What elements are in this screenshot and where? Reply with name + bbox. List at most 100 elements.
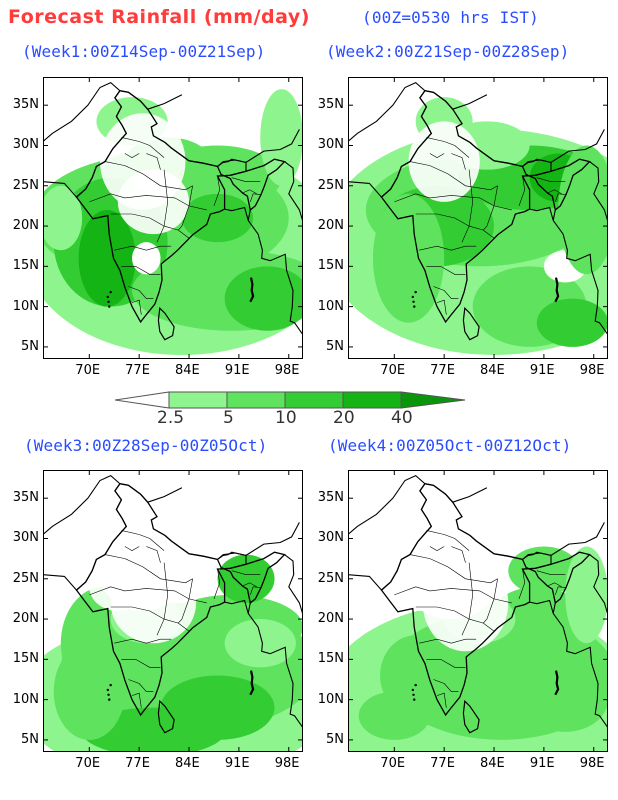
lon-label: 98E xyxy=(274,363,300,378)
state-boundary xyxy=(547,189,562,195)
lat-label: 5N xyxy=(326,338,344,354)
lakshadweep-island xyxy=(107,300,110,303)
page-title: Forecast Rainfall (mm/day) xyxy=(8,6,310,28)
lat-label: 20N xyxy=(12,611,39,627)
lat-label: 30N xyxy=(12,530,39,546)
state-boundary xyxy=(419,638,477,644)
state-boundary xyxy=(114,245,172,251)
state-boundary xyxy=(250,193,262,202)
state-boundary xyxy=(451,546,466,563)
rainfall-contour xyxy=(522,667,608,732)
state-boundary xyxy=(124,153,140,158)
state-boundary xyxy=(415,606,495,632)
rainfall-contour xyxy=(132,242,161,275)
state-boundary xyxy=(426,266,466,275)
state-boundary xyxy=(121,266,161,275)
state-boundary xyxy=(104,161,193,191)
rainfall-contour xyxy=(508,546,580,595)
lon-label: 91E xyxy=(224,756,250,771)
state-boundary xyxy=(429,546,445,551)
state-boundary xyxy=(121,659,161,668)
lat-label: 35N xyxy=(317,97,344,113)
state-boundary xyxy=(121,137,165,158)
state-boundary xyxy=(426,530,470,551)
panel-title-week3: (Week3:00Z28Sep-00Z05Oct) xyxy=(24,436,268,455)
state-boundary xyxy=(436,692,447,708)
map-panel-week4 xyxy=(348,470,608,752)
state-boundary xyxy=(536,570,566,575)
country-boundary xyxy=(43,474,127,591)
sri-lanka-boundary xyxy=(462,699,480,734)
lon-label: 91E xyxy=(529,756,555,771)
rainfall-contour xyxy=(358,691,430,740)
lon-label: 77E xyxy=(430,363,455,378)
lat-label: 35N xyxy=(317,490,344,506)
state-boundary xyxy=(429,153,445,158)
lon-label: 84E xyxy=(175,363,200,378)
lakshadweep-island xyxy=(108,698,111,701)
lat-label: 5N xyxy=(21,338,39,354)
dry-region xyxy=(117,169,190,235)
lat-label: 25N xyxy=(317,177,344,193)
andaman-islands xyxy=(249,277,255,303)
country-boundary xyxy=(522,551,552,569)
state-boundary xyxy=(461,562,474,636)
legend-label-5: 5 xyxy=(223,408,234,428)
lakshadweep-island xyxy=(108,305,111,308)
state-boundary xyxy=(124,546,140,551)
state-boundary xyxy=(436,299,447,315)
lakshadweep-island xyxy=(413,305,416,308)
state-boundary xyxy=(114,638,172,644)
state-boundary xyxy=(146,153,161,170)
lon-label: 91E xyxy=(529,363,555,378)
state-boundary xyxy=(433,679,459,692)
legend-label-20: 20 xyxy=(333,408,355,428)
lat-label: 15N xyxy=(317,258,344,274)
map-panel-week3 xyxy=(43,470,303,752)
rainfall-contour xyxy=(43,185,83,251)
state-boundary xyxy=(156,562,169,636)
state-boundary xyxy=(242,582,257,588)
lakshadweep-island xyxy=(413,698,416,701)
country-boundary xyxy=(284,554,303,616)
map-panel-week2 xyxy=(348,77,608,359)
rainfall-contour xyxy=(53,643,125,740)
rainfall-contour xyxy=(536,298,608,347)
legend-label-40: 40 xyxy=(391,408,413,428)
legend-swatch-0 xyxy=(114,391,170,409)
state-boundary xyxy=(128,679,154,692)
country-boundary xyxy=(529,206,556,221)
lakshadweep-island xyxy=(412,300,415,303)
andaman-islands xyxy=(249,670,255,696)
state-boundary xyxy=(461,169,474,243)
state-boundary xyxy=(483,578,498,624)
lakshadweep-island xyxy=(414,290,417,294)
state-boundary xyxy=(419,245,477,251)
country-boundary xyxy=(119,90,183,110)
country-boundary xyxy=(119,483,183,503)
rainfall-contour xyxy=(78,209,136,307)
rainfall-map xyxy=(348,470,608,752)
country-boundary xyxy=(348,474,432,591)
state-boundary xyxy=(409,161,498,191)
legend-swatch-2 xyxy=(226,391,286,409)
map-frame xyxy=(348,470,608,752)
rainfall-contour xyxy=(260,89,303,186)
state-boundary xyxy=(536,177,566,182)
map-frame xyxy=(43,77,303,359)
rainfall-contour xyxy=(224,619,296,668)
map-panel-week1 xyxy=(43,77,303,359)
lakshadweep-island xyxy=(109,290,112,294)
lon-label: 98E xyxy=(579,756,605,771)
country-boundary xyxy=(217,158,247,176)
state-boundary xyxy=(146,546,161,563)
rainfall-contour xyxy=(224,266,303,331)
panel-title-week1: (Week1:00Z14Sep-00Z21Sep) xyxy=(22,42,266,61)
country-boundary xyxy=(589,161,608,223)
panel-title-week2: (Week2:00Z21Sep-00Z28Sep) xyxy=(326,42,570,61)
country-boundary xyxy=(522,158,552,176)
legend-swatch-1 xyxy=(168,391,228,409)
lon-label: 70E xyxy=(75,756,101,771)
state-boundary xyxy=(250,586,262,595)
legend-swatch-4 xyxy=(342,391,402,409)
